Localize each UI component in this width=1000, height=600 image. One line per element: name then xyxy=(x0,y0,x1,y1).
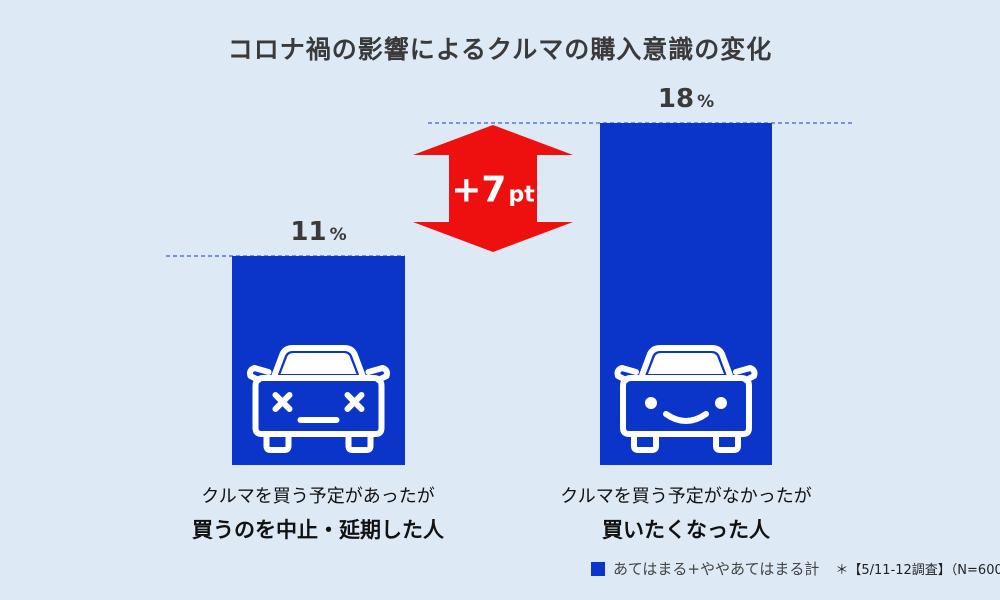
category-label-0: クルマを買う予定があったが 買うのを中止・延期した人 xyxy=(168,482,468,544)
value-label-1: 18% xyxy=(658,84,714,114)
sad-car-icon xyxy=(247,345,390,453)
category-label-0-line2: 買うのを中止・延期した人 xyxy=(192,518,444,542)
chart-title: コロナ禍の影響によるクルマの購入意識の変化 xyxy=(227,35,773,64)
legend-swatch xyxy=(591,561,605,576)
value-label-0: 11% xyxy=(290,217,346,247)
bar-1 xyxy=(600,123,772,465)
footnote: ＊【5/11-12調査】（N=600） xyxy=(835,563,1000,578)
category-label-0-line1: クルマを買う予定があったが xyxy=(201,486,435,507)
legend: あてはまる+ややあてはまる計 ＊【5/11-12調査】（N=600） xyxy=(591,558,1000,579)
category-label-1-line2: 買いたくなった人 xyxy=(602,518,770,542)
category-label-1: クルマを買う予定がなかったが 買いたくなった人 xyxy=(536,482,836,544)
happy-car-icon xyxy=(614,345,758,453)
difference-arrow xyxy=(413,125,573,252)
difference-label: +7pt xyxy=(451,170,535,211)
category-label-1-line1: クルマを買う予定がなかったが xyxy=(560,486,812,507)
legend-label: あてはまる+ややあてはまる計 xyxy=(613,560,820,578)
